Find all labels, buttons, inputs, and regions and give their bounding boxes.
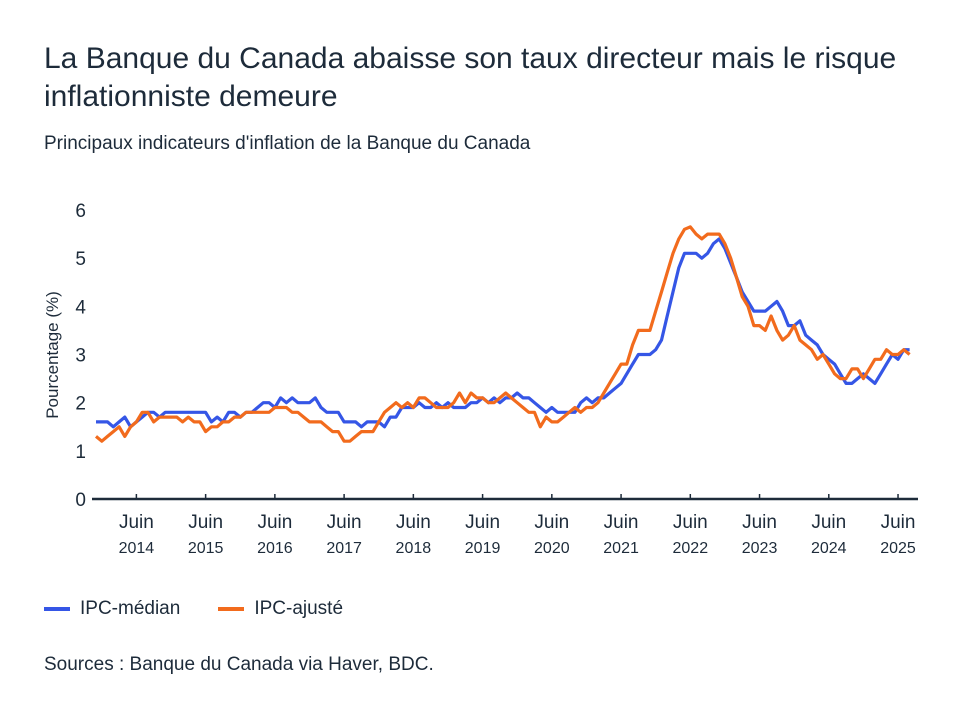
x-tick-year: 2019 [465,540,501,557]
legend-swatch-median [44,607,70,611]
x-tick-month: Juin [881,512,916,533]
x-tick-year: 2014 [119,540,155,557]
x-tick-month: Juin [188,512,223,533]
x-tick-month: Juin [604,512,639,533]
x-tick-year: 2017 [326,540,362,557]
x-tick-year: 2016 [257,540,293,557]
x-tick-month: Juin [811,512,846,533]
x-tick-month: Juin [465,512,500,533]
y-tick-label: 3 [75,346,86,367]
x-tick-year: 2024 [811,540,847,557]
x-tick-year: 2025 [880,540,916,557]
source-note: Sources : Banque du Canada via Haver, BD… [44,654,434,675]
x-tick-month: Juin [119,512,154,533]
legend-label: IPC-médian [80,598,181,619]
series-trim-line [94,225,911,443]
legend-item-trim: IPC-ajusté [218,598,343,620]
x-tick-month: Juin [257,512,292,533]
y-tick-label: 1 [75,442,86,463]
x-tick-month: Juin [673,512,708,533]
x-tick-month: Juin [327,512,362,533]
y-axis-label: Pourcentage (%) [43,291,62,419]
y-tick-label: 2 [75,394,86,415]
x-tick-month: Juin [396,512,431,533]
legend-label: IPC-ajusté [254,598,344,619]
x-tick-year: 2023 [742,540,778,557]
series-median-line [96,237,910,429]
x-axis: Juin 2014 Juin 2015 Juin 2016 Juin 2017 Juin 2018… [119,494,916,557]
y-tick-label: 5 [75,249,86,270]
plot-lines [94,225,911,443]
legend: IPC-médian IPC-ajusté [44,598,343,620]
chart-subtitle: Principaux indicateurs d'inflation de la… [44,133,531,154]
legend-item-median: IPC-médian [44,598,180,620]
x-tick-year: 2021 [603,540,639,557]
y-tick-label: 4 [75,297,86,318]
x-tick-month: Juin [534,512,569,533]
chart-title: La Banque du Canada abaisse son taux dir… [44,42,897,113]
x-tick-year: 2022 [673,540,709,557]
y-tick-label: 6 [75,201,86,222]
legend-swatch-trim [218,607,245,611]
x-tick-year: 2015 [188,540,224,557]
x-tick-year: 2020 [534,540,570,557]
x-tick-month: Juin [742,512,777,533]
y-axis: 0 1 2 3 4 5 6 [75,201,86,511]
x-tick-year: 2018 [396,540,432,557]
y-tick-label: 0 [75,490,86,511]
